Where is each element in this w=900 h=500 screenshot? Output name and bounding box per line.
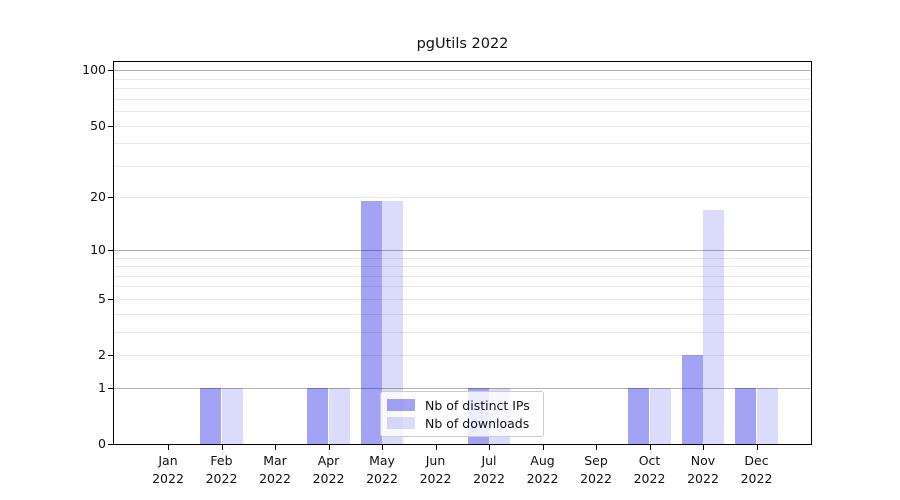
y-tick-label: 10 [90, 241, 106, 257]
bar-downloads [382, 201, 404, 444]
y-tick-mark [108, 387, 113, 389]
gridline-minor [114, 165, 811, 167]
gridline-minor [114, 197, 811, 199]
y-tick-label: 100 [82, 62, 106, 78]
y-tick-label: 0 [98, 436, 106, 451]
gridline-minor [114, 266, 811, 267]
legend-item-distinct-ips: Nb of distinct IPs [387, 398, 537, 413]
legend-swatch-distinct-ips [387, 399, 415, 411]
gridline-minor [114, 331, 811, 333]
y-tick-mark [108, 444, 113, 445]
x-tick-mark [649, 445, 651, 450]
y-tick-label: 5 [98, 290, 106, 306]
x-tick-label: Sep 2022 [580, 453, 612, 486]
x-tick-label: Jun 2022 [419, 453, 452, 486]
x-tick-mark [435, 445, 437, 450]
x-tick-label: Feb 2022 [205, 453, 238, 486]
y-tick-mark [108, 355, 113, 356]
legend-item-downloads: Nb of downloads [387, 416, 537, 431]
gridline-minor [114, 257, 811, 259]
gridline-major [114, 70, 811, 72]
bar-distinct-ips [681, 355, 703, 444]
gridline-minor [114, 298, 811, 300]
gridline-minor [114, 143, 811, 145]
x-tick-label: Nov 2022 [687, 453, 719, 486]
bar-distinct-ips [200, 387, 222, 444]
legend-swatch-downloads [387, 417, 415, 429]
x-tick-label: Dec 2022 [740, 453, 773, 486]
y-tick-label: 20 [90, 189, 106, 205]
x-tick-mark [328, 445, 330, 450]
y-tick-mark [108, 125, 113, 127]
x-tick-label: Jan 2022 [152, 453, 184, 486]
bar-downloads [649, 387, 671, 444]
y-tick-mark [108, 249, 113, 251]
x-tick-label: Apr 2022 [312, 453, 345, 486]
x-tick-mark [221, 445, 223, 450]
y-tick-mark [108, 298, 113, 300]
bar-distinct-ips [735, 387, 757, 444]
y-tick-label: 50 [90, 117, 106, 133]
gridline-major [114, 249, 811, 251]
y-tick-mark [108, 70, 113, 72]
x-tick-label: Mar 2022 [259, 453, 291, 486]
gridline-minor [114, 286, 811, 288]
legend-label-downloads: Nb of downloads [425, 415, 530, 431]
gridline-major [114, 387, 811, 389]
x-tick-mark [382, 445, 383, 450]
gridline-minor [114, 111, 811, 112]
y-tick-mark [108, 197, 113, 199]
y-tick-label: 2 [98, 347, 106, 362]
gridline-minor [114, 355, 811, 356]
x-tick-label: May 2022 [366, 453, 398, 486]
x-tick-mark [542, 445, 544, 450]
bar-distinct-ips [360, 201, 382, 444]
plot-area [113, 61, 812, 445]
x-tick-label: Aug 2022 [526, 453, 559, 486]
bar-downloads [703, 209, 725, 444]
bar-downloads [756, 387, 778, 444]
gridline-minor [114, 78, 811, 80]
gridline-minor [114, 125, 811, 127]
legend-label-distinct-ips: Nb of distinct IPs [425, 397, 530, 413]
legend: Nb of distinct IPs Nb of downloads [380, 391, 544, 437]
chart-title: pgUtils 2022 [416, 36, 509, 52]
gridline-minor [114, 98, 811, 100]
y-tick-label: 1 [98, 379, 106, 395]
x-tick-mark [756, 445, 758, 450]
bar-distinct-ips [307, 387, 329, 444]
x-tick-mark [489, 445, 490, 450]
x-tick-mark [703, 445, 704, 450]
bar-downloads [328, 387, 350, 444]
x-tick-mark [168, 445, 169, 450]
x-tick-label: Jul 2022 [473, 453, 505, 486]
x-tick-mark [275, 445, 276, 450]
x-tick-mark [596, 445, 597, 450]
gridline-minor [114, 275, 811, 277]
bar-downloads [221, 387, 243, 444]
x-tick-label: Oct 2022 [633, 453, 666, 486]
gridline-minor [114, 88, 811, 89]
gridline-minor [114, 313, 811, 315]
bar-distinct-ips [628, 387, 650, 444]
